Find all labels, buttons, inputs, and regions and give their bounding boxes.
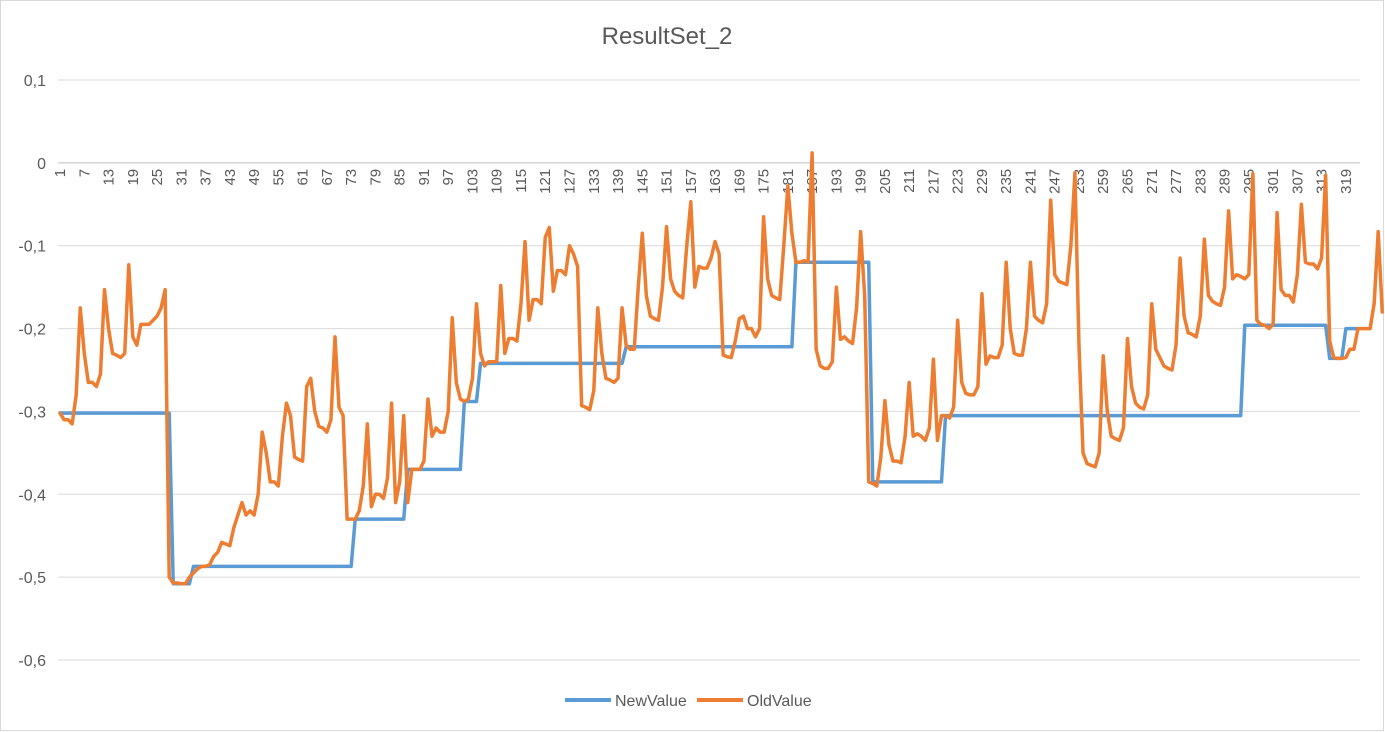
- x-tick-label: 13: [101, 169, 118, 186]
- x-tick-label: 217: [925, 169, 942, 194]
- x-tick-label: 241: [1022, 169, 1039, 194]
- x-tick-label: 145: [634, 169, 651, 194]
- x-tick-label: 277: [1168, 169, 1185, 194]
- x-axis-tick-labels: 1 7 13 19 25 31 37 43 49 55 61 67 73 79 85 91 97 103 109 11…: [52, 169, 1355, 194]
- x-tick-label: 103: [464, 169, 481, 194]
- x-tick-label: 175: [756, 169, 773, 194]
- x-tick-label: 109: [489, 169, 506, 194]
- x-tick-label: 55: [270, 169, 287, 186]
- legend-label-newvalue: NewValue: [615, 693, 687, 710]
- y-tick-label: -0,6: [18, 653, 46, 670]
- x-tick-label: 157: [683, 169, 700, 194]
- x-tick-label: 97: [440, 169, 457, 186]
- x-tick-label: 301: [1265, 169, 1282, 194]
- x-tick-label: 205: [877, 169, 894, 194]
- x-tick-label: 121: [537, 169, 554, 194]
- x-tick-label: 271: [1144, 169, 1161, 194]
- x-tick-label: 73: [343, 169, 360, 186]
- x-tick-label: 289: [1217, 169, 1234, 194]
- x-tick-label: 115: [513, 169, 530, 193]
- y-tick-label: 0: [37, 156, 46, 173]
- legend: NewValue OldValue: [565, 693, 812, 710]
- y-tick-label: -0,3: [18, 404, 46, 421]
- x-tick-label: 133: [586, 169, 603, 194]
- x-tick-label: 169: [731, 169, 748, 194]
- y-tick-label: 0,1: [24, 73, 46, 90]
- y-axis-tick-labels: 0,1 0 -0,1 -0,2 -0,3 -0,4 -0,5 -0,6: [18, 73, 46, 670]
- x-tick-label: 211: [901, 169, 918, 193]
- x-tick-label: 1: [52, 169, 69, 177]
- x-tick-label: 127: [562, 169, 579, 194]
- x-tick-label: 91: [416, 169, 433, 186]
- x-tick-label: 199: [853, 169, 870, 194]
- series-lines: [58, 151, 1384, 586]
- y-tick-label: -0,5: [18, 570, 46, 587]
- x-tick-label: 319: [1338, 169, 1355, 194]
- x-tick-label: 283: [1192, 169, 1209, 194]
- y-tick-label: -0,1: [18, 239, 46, 256]
- x-tick-label: 67: [319, 169, 336, 186]
- x-tick-label: 313: [1314, 169, 1331, 194]
- x-tick-label: 193: [828, 169, 845, 194]
- x-tick-label: 307: [1289, 169, 1306, 194]
- x-tick-label: 181: [780, 169, 797, 194]
- x-tick-label: 151: [659, 169, 676, 194]
- x-tick-label: 19: [125, 169, 142, 186]
- x-tick-label: 229: [974, 169, 991, 194]
- x-tick-label: 139: [610, 169, 627, 194]
- x-tick-label: 265: [1120, 169, 1137, 194]
- y-tick-label: -0,2: [18, 322, 46, 339]
- x-tick-label: 61: [295, 169, 312, 186]
- x-tick-label: 223: [950, 169, 967, 194]
- x-tick-label: 163: [707, 169, 724, 194]
- x-tick-label: 79: [367, 169, 384, 186]
- gridlines: [58, 79, 1360, 661]
- x-tick-label: 49: [246, 169, 263, 186]
- x-tick-label: 25: [149, 169, 166, 186]
- y-tick-label: -0,4: [18, 487, 46, 504]
- x-tick-label: 31: [173, 169, 190, 186]
- legend-label-oldvalue: OldValue: [747, 693, 812, 710]
- x-tick-label: 235: [998, 169, 1015, 194]
- x-tick-label: 85: [392, 169, 409, 186]
- chart-title: ResultSet_2: [602, 23, 733, 50]
- series-line-oldvalue: [58, 151, 1384, 586]
- x-tick-label: 7: [76, 169, 93, 177]
- x-tick-label: 259: [1095, 169, 1112, 194]
- x-tick-label: 247: [1047, 169, 1064, 194]
- x-tick-label: 37: [198, 169, 215, 186]
- x-tick-label: 295: [1241, 169, 1258, 194]
- x-tick-label: 43: [222, 169, 239, 186]
- series-line-newvalue: [58, 260, 1360, 586]
